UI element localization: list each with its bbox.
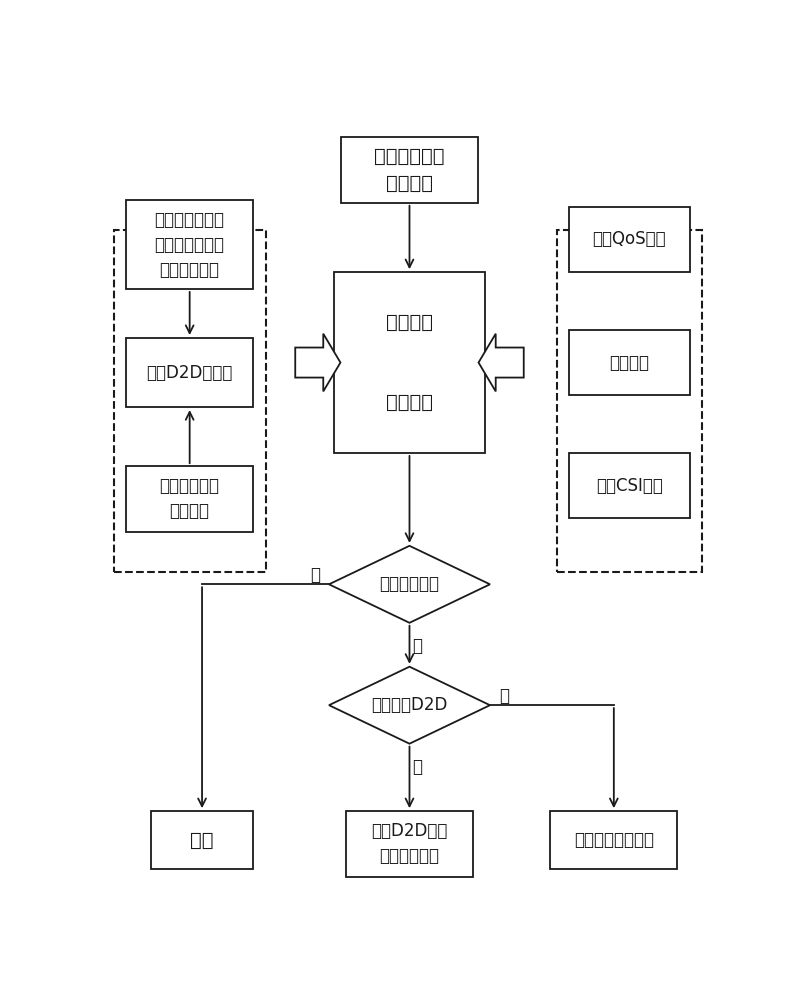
Text: 是: 是 <box>412 637 422 655</box>
Polygon shape <box>479 334 523 391</box>
Polygon shape <box>329 667 490 744</box>
Text: 基站收到用户
业务申请: 基站收到用户 业务申请 <box>374 147 445 193</box>
Text: 否: 否 <box>499 687 509 705</box>
Bar <box>569 207 690 272</box>
Bar <box>334 272 485 453</box>
Text: 邻近用户功率
等级列表: 邻近用户功率 等级列表 <box>160 477 220 520</box>
Text: 否: 否 <box>310 566 320 584</box>
Bar <box>557 230 702 572</box>
Text: 是: 是 <box>412 758 422 776</box>
Text: 形成D2D潜在簇: 形成D2D潜在簇 <box>146 364 233 382</box>
Text: 模式选择


资源分配: 模式选择 资源分配 <box>386 313 433 412</box>
Bar <box>126 338 253 407</box>
Text: 用户QoS需求: 用户QoS需求 <box>593 230 666 248</box>
Text: 邻近用户列表以
及用户与基站间
信道状态信息: 邻近用户列表以 及用户与基站间 信道状态信息 <box>155 211 225 279</box>
Bar <box>341 137 478 203</box>
Text: 建立传统蜂窝连接: 建立传统蜂窝连接 <box>574 831 654 849</box>
Bar <box>569 453 690 518</box>
Text: 选择是否成功: 选择是否成功 <box>380 575 439 593</box>
Text: 全局CSI信息: 全局CSI信息 <box>596 477 662 495</box>
Polygon shape <box>329 546 490 623</box>
Text: 失败: 失败 <box>190 830 214 849</box>
Bar <box>151 811 253 869</box>
Bar <box>551 811 678 869</box>
Bar <box>569 330 690 395</box>
Text: 判断是否D2D: 判断是否D2D <box>372 696 447 714</box>
Bar <box>126 200 253 289</box>
Text: 优化准则: 优化准则 <box>610 354 650 372</box>
Polygon shape <box>296 334 340 391</box>
Bar <box>126 466 253 532</box>
Bar <box>346 811 473 877</box>
Bar <box>113 230 265 572</box>
Text: 建立D2D连接
支撑扩展应用: 建立D2D连接 支撑扩展应用 <box>372 822 447 865</box>
